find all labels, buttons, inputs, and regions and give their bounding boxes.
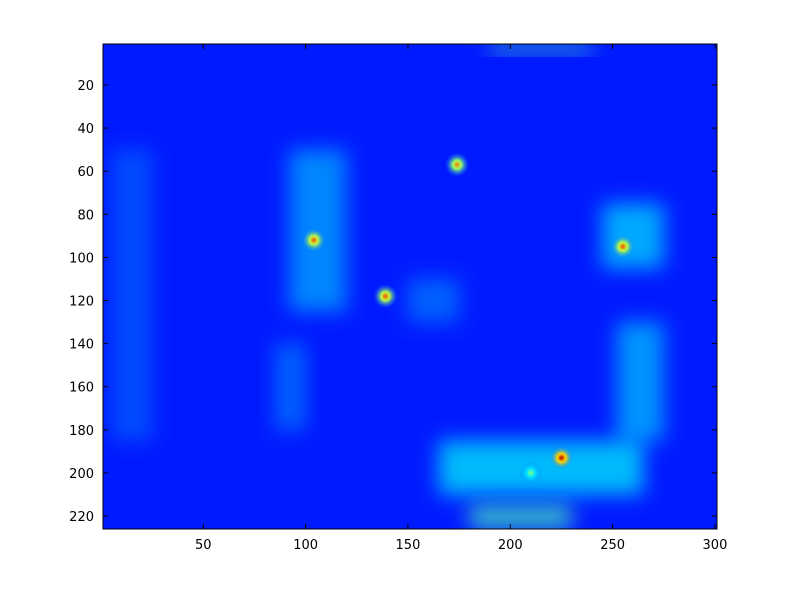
- hotspot-2: [610, 234, 635, 259]
- y-axis: 20 40 60 80 100 120 140 160 180 200 220: [69, 79, 717, 525]
- hotspot-0: [445, 152, 470, 177]
- x-tick-label: 150: [396, 538, 421, 553]
- hotspot-1: [301, 228, 326, 253]
- y-tick-label: 40: [77, 122, 94, 137]
- bright-region-0: [489, 44, 593, 53]
- heatmap-hotspots: [301, 152, 635, 485]
- y-tick-label: 120: [69, 295, 94, 310]
- y-tick-label: 160: [69, 381, 94, 396]
- bright-region-5: [469, 505, 572, 529]
- hotspot-5: [518, 460, 543, 485]
- bright-region-6: [111, 149, 153, 441]
- x-tick-label: 100: [293, 538, 318, 553]
- y-tick-label: 200: [69, 467, 94, 482]
- x-tick-label: 50: [195, 538, 212, 553]
- x-tick-label: 300: [703, 538, 728, 553]
- bright-region-2: [602, 203, 664, 269]
- y-tick-label: 220: [69, 510, 94, 525]
- x-tick-label: 200: [498, 538, 523, 553]
- bright-region-8: [407, 278, 460, 323]
- y-tick-label: 140: [69, 338, 94, 353]
- y-tick-label: 20: [77, 79, 94, 94]
- axes-box: [102, 43, 718, 530]
- y-tick-label: 100: [69, 251, 94, 266]
- plot-area: [103, 44, 717, 529]
- x-axis: 50 100 150 200 250 300: [195, 44, 727, 553]
- y-tick-label: 60: [77, 165, 94, 180]
- hotspot-3: [373, 284, 398, 309]
- y-tick-label: 80: [77, 208, 94, 223]
- hotspot-4: [549, 445, 574, 470]
- heatmap-regions: [111, 44, 664, 529]
- x-tick-label: 250: [600, 538, 625, 553]
- bright-region-3: [616, 322, 664, 441]
- bright-region-7: [274, 343, 306, 430]
- y-tick-label: 180: [69, 424, 94, 439]
